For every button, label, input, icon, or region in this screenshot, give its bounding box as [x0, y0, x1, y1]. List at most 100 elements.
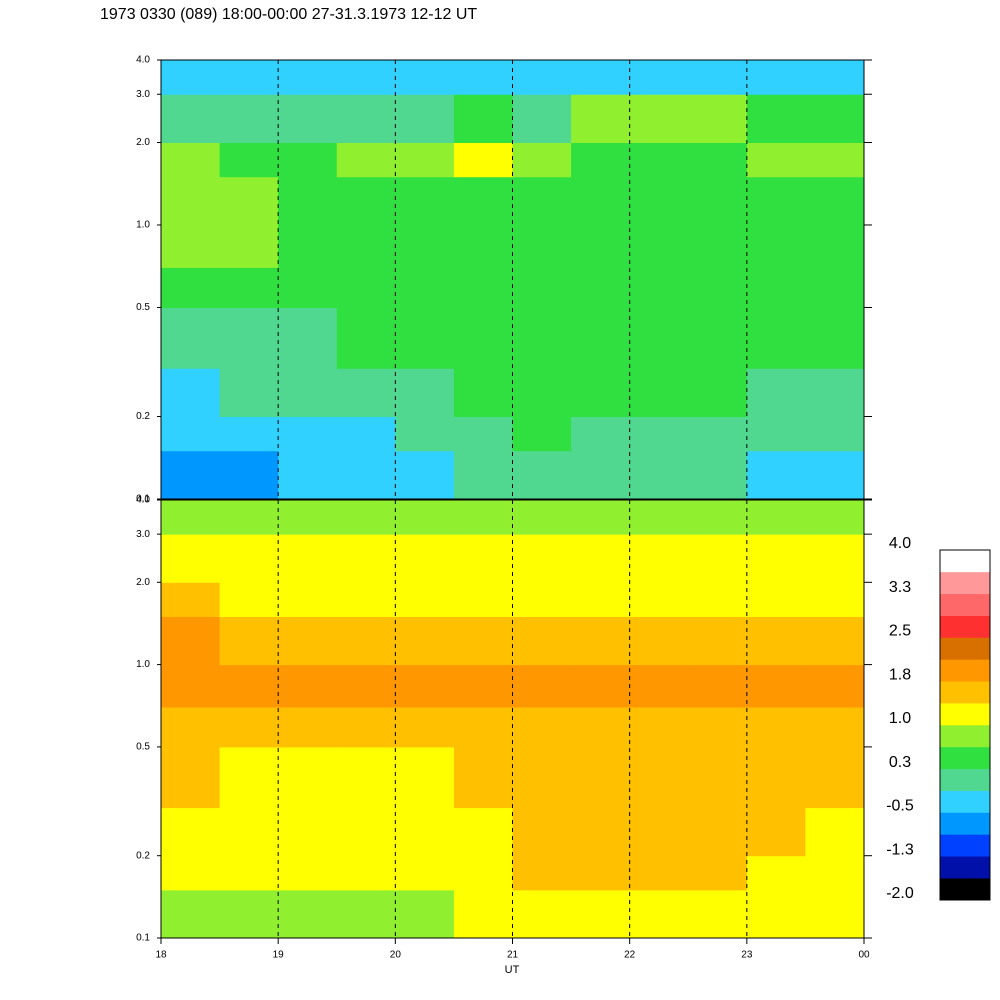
heatmap-cell	[688, 616, 748, 666]
heatmap-cell	[512, 450, 572, 500]
heatmap-cell	[688, 368, 748, 418]
heatmap-cell	[453, 368, 513, 418]
heatmap-cell	[512, 307, 572, 369]
heatmap-cell	[336, 416, 396, 452]
heatmap-cell	[219, 889, 279, 939]
colorbar-swatch	[940, 593, 990, 616]
heatmap-cell	[688, 307, 748, 369]
panel-frame	[160, 59, 865, 500]
heatmap-cell	[219, 500, 279, 535]
heatmap-cell	[395, 616, 455, 666]
heatmap-cell	[161, 60, 221, 95]
heatmap-cell	[219, 582, 279, 617]
heatmap-cell	[571, 176, 631, 226]
heatmap-cell	[746, 889, 806, 939]
y-tick-label: 3.0	[136, 89, 150, 100]
heatmap-cell	[161, 176, 221, 226]
colorbar-tick-label: -1.3	[886, 841, 914, 858]
heatmap-cell	[219, 267, 279, 308]
heatmap-cell	[512, 582, 572, 617]
heatmap-cell	[161, 807, 221, 857]
heatmap-cell	[336, 60, 396, 95]
x-tick-label: 00	[858, 950, 870, 961]
heatmap-cell	[629, 60, 689, 95]
colorbar-swatch	[940, 637, 990, 660]
heatmap-cell	[629, 307, 689, 369]
heatmap-cell	[395, 176, 455, 226]
heatmap-cell	[512, 746, 572, 809]
heatmap-cell	[746, 534, 806, 583]
heatmap-cell	[629, 706, 689, 748]
heatmap-cell	[571, 224, 631, 268]
heatmap-cell	[571, 94, 631, 143]
y-tick-label: 0.1	[136, 933, 150, 944]
heatmap-cell	[629, 664, 689, 708]
heatmap-cell	[453, 267, 513, 308]
heatmap-cell	[336, 450, 396, 500]
heatmap-cell	[219, 368, 279, 418]
y-tick-label: 3.0	[136, 529, 150, 540]
heatmap-cell	[571, 450, 631, 500]
heatmap-cell	[629, 746, 689, 809]
heatmap-cell	[278, 855, 338, 891]
heatmap-cell	[395, 582, 455, 617]
heatmap-cell	[746, 616, 806, 666]
heatmap-cell	[512, 664, 572, 708]
heatmap-cell	[453, 416, 513, 452]
heatmap-cell	[336, 307, 396, 369]
x-tick-label: 20	[390, 950, 402, 961]
heatmap-cell	[629, 534, 689, 583]
heatmap-cell	[219, 94, 279, 143]
heatmap-cell	[512, 534, 572, 583]
colorbar-swatch	[940, 834, 990, 857]
heatmap-cell	[161, 94, 221, 143]
colorbar-swatch	[940, 615, 990, 638]
heatmap-cell	[512, 94, 572, 143]
heatmap-cell	[512, 616, 572, 666]
heatmap-cell	[805, 889, 865, 939]
heatmap-cell	[805, 176, 865, 226]
heatmap-cell	[688, 746, 748, 809]
heatmap-cell	[453, 224, 513, 268]
heatmap-cell	[219, 450, 279, 500]
heatmap-cell	[161, 500, 221, 535]
heatmap-cell	[512, 706, 572, 748]
heatmap-cell	[278, 889, 338, 939]
heatmap-cell	[161, 534, 221, 583]
y-tick-label: 1.0	[136, 659, 150, 670]
heatmap-cell	[746, 706, 806, 748]
heatmap-cell	[805, 855, 865, 891]
heatmap-cell	[278, 94, 338, 143]
heatmap-cell	[336, 94, 396, 143]
heatmap-cell	[805, 807, 865, 857]
heatmap-cell	[336, 807, 396, 857]
heatmap-cell	[219, 534, 279, 583]
y-tick-label: 0.2	[136, 850, 150, 861]
heatmap-cell	[453, 94, 513, 143]
heatmap-cell	[219, 616, 279, 666]
heatmap-cell	[688, 416, 748, 452]
heatmap-cell	[336, 534, 396, 583]
heatmap-cell	[805, 664, 865, 708]
colorbar-swatch	[940, 659, 990, 682]
colorbar-tick-label: 1.8	[889, 666, 911, 683]
x-tick-label: 22	[624, 950, 636, 961]
heatmap-cell	[395, 500, 455, 535]
colorbar-tick-label: -2.0	[886, 885, 914, 902]
heatmap-cell	[512, 855, 572, 891]
heatmap-cell	[512, 368, 572, 418]
heatmap-cell	[161, 582, 221, 617]
heatmap-cell	[453, 582, 513, 617]
heatmap-cell	[336, 746, 396, 809]
heatmap-cell	[336, 616, 396, 666]
heatmap-cell	[161, 416, 221, 452]
heatmap-cell	[278, 746, 338, 809]
heatmap-cell	[805, 616, 865, 666]
heatmap-cell	[629, 368, 689, 418]
heatmap-cell	[746, 176, 806, 226]
heatmap-cell	[805, 307, 865, 369]
heatmap-cell	[395, 307, 455, 369]
heatmap-cell	[161, 267, 221, 308]
colorbar-swatch	[940, 856, 990, 879]
heatmap-cell	[746, 224, 806, 268]
